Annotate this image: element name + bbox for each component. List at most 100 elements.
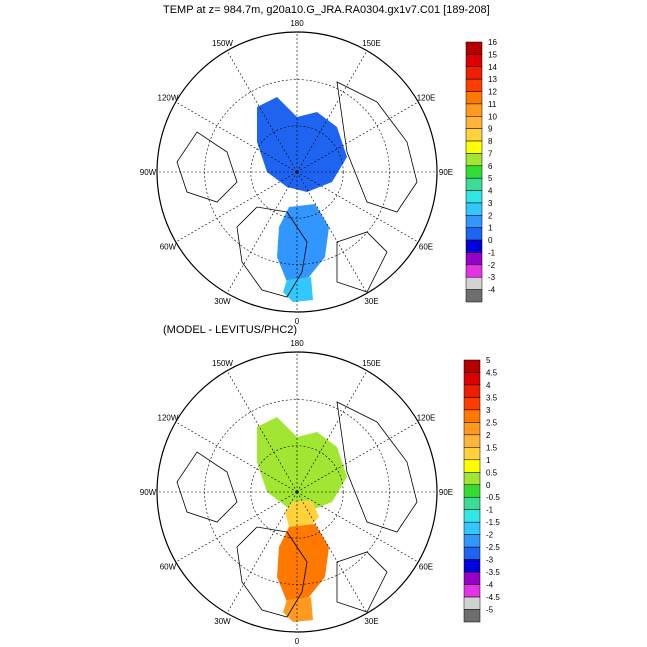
meridian-30E [296, 171, 368, 294]
lon-label-0: 0 [295, 317, 300, 326]
colorbar-label: 2 [488, 211, 493, 220]
lon-label-180: 180 [290, 339, 304, 348]
colorbar-label: 4 [486, 381, 491, 390]
colorbar-swatch [463, 571, 481, 585]
coastline-1 [176, 451, 238, 523]
colorbar-label: 0 [486, 481, 491, 490]
lon-label-60E: 60E [419, 563, 433, 572]
colorbar-swatch [465, 289, 483, 303]
colorbar-label: -2 [488, 261, 496, 270]
coastline-2 [336, 81, 418, 213]
lon-label-0: 0 [295, 637, 300, 646]
lon-label-120E: 120E [417, 414, 436, 423]
region-arctic-basin [257, 417, 347, 512]
colorbar-swatch [463, 584, 481, 598]
region-arctic-basin [257, 97, 347, 192]
colorbar-swatch [465, 116, 483, 129]
colorbar-swatch [463, 397, 481, 411]
colorbar-swatch [465, 140, 483, 154]
colorbar-label: 3 [486, 406, 491, 415]
lon-label-30E: 30E [364, 617, 378, 626]
region-fram-strait [285, 500, 319, 530]
colorbar-label: -3.5 [486, 568, 500, 577]
lon-label-30W: 30W [214, 617, 231, 626]
lon-label-150E: 150E [362, 359, 381, 368]
map-field [176, 401, 418, 622]
lon-label-90E: 90E [439, 168, 453, 177]
colorbar-swatch [463, 509, 481, 523]
colorbar-label: -4 [486, 581, 494, 590]
meridian-30W [226, 171, 298, 294]
colorbar-swatch [463, 596, 481, 610]
colorbar-swatch [465, 215, 483, 228]
colorbar-label: 12 [488, 88, 497, 97]
colorbar-swatch [463, 496, 481, 510]
colorbar-label: -4 [488, 286, 496, 295]
lon-label-30W: 30W [214, 297, 231, 306]
lon-label-150E: 150E [362, 39, 381, 48]
colorbar-swatch [465, 264, 483, 278]
colorbar-swatch [463, 472, 481, 486]
meridian-60E [296, 171, 419, 243]
meridian-120E [296, 101, 419, 173]
colorbar-swatch [465, 103, 483, 117]
colorbar-label: 3.5 [486, 393, 498, 402]
coastline-0 [236, 526, 308, 618]
colorbar-swatch [465, 276, 483, 290]
colorbar-label: -3 [488, 273, 496, 282]
meridian-150E [296, 50, 368, 173]
meridian-60E [296, 491, 419, 563]
map-boundary [156, 351, 438, 633]
colorbar-swatch [463, 372, 481, 386]
coastline-0 [236, 206, 308, 298]
colorbar-label: 13 [488, 75, 497, 84]
colorbar-label: -0.5 [486, 493, 500, 502]
colorbar-swatch [463, 447, 481, 461]
lon-label-150W: 150W [212, 39, 233, 48]
colorbar-label: 10 [488, 112, 497, 121]
colorbar-label: 4.5 [486, 368, 498, 377]
colorbar-label: 2.5 [486, 418, 498, 427]
latitude-circle-1 [250, 125, 344, 219]
colorbar-label: -2 [486, 531, 494, 540]
colorbar-swatch [465, 190, 483, 204]
colorbar-label: 5 [488, 174, 493, 183]
colorbar-swatch [465, 239, 483, 253]
region-north-atlantic [283, 597, 313, 622]
colorbar-label: 9 [488, 125, 493, 134]
colorbar-label: -1 [488, 248, 496, 257]
colorbar-swatch [465, 66, 483, 80]
colorbar-label: 0.5 [486, 468, 498, 477]
lon-label-30E: 30E [364, 297, 378, 306]
lon-label-90W: 90W [140, 488, 157, 497]
colorbar-label: 3 [488, 199, 493, 208]
meridian-60W [175, 491, 298, 563]
colorbar-label: 15 [488, 50, 497, 59]
colorbar-label: 14 [488, 63, 497, 72]
colorbar-swatch [465, 128, 483, 142]
meridian-120E [296, 421, 419, 493]
colorbar-label: 6 [488, 162, 493, 171]
region-north-atlantic [283, 277, 313, 302]
colorbar-label: 1.5 [486, 443, 498, 452]
coastline-1 [176, 131, 238, 203]
colorbar-swatch [465, 78, 483, 92]
lon-label-90E: 90E [439, 488, 453, 497]
lon-label-60W: 60W [160, 243, 177, 252]
colorbar-swatch [465, 252, 483, 266]
chart2-title: (MODEL - LEVITUS/PHC2) [163, 324, 298, 336]
colorbar-swatch [463, 534, 481, 548]
lon-label-90W: 90W [140, 168, 157, 177]
coastline-3 [336, 231, 388, 293]
colorbar-label: -5 [486, 606, 494, 615]
lon-label-60W: 60W [160, 563, 177, 572]
colorbar-swatch [463, 434, 481, 448]
colorbar-label: 8 [488, 137, 493, 146]
colorbar-swatch [465, 165, 483, 179]
region-nordic-seas [277, 524, 329, 602]
colorbar-swatch [465, 177, 483, 191]
latitude-circle-1 [250, 445, 344, 539]
colorbar-swatch [463, 459, 481, 473]
